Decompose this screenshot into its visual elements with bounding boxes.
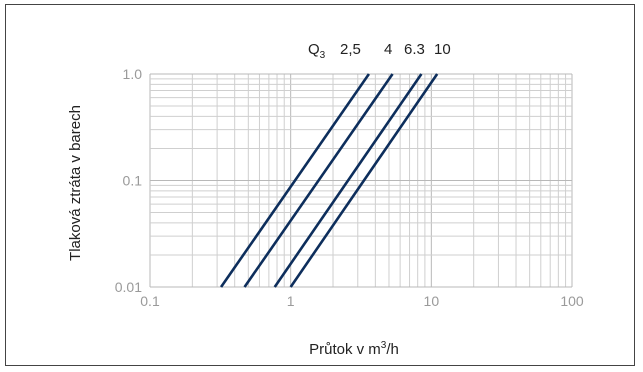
legend-entry: 6.3 — [404, 41, 425, 58]
legend-entry: 2,5 — [340, 41, 361, 58]
legend: Q3 2,5 4 6.3 10 — [308, 41, 451, 61]
x-axis-label: Průtok v m3/h — [309, 340, 399, 358]
x-axis-label-main: Průtok v m — [309, 341, 381, 358]
legend-prefix: Q3 — [308, 41, 326, 61]
series-line-1 — [219, 73, 370, 288]
grid — [149, 73, 573, 288]
x-axis-label-tail: /h — [386, 341, 399, 358]
y-axis-label: Tlaková ztráta v barech — [67, 105, 84, 261]
series-line-3 — [273, 73, 423, 288]
legend-entry: 4 — [384, 41, 392, 58]
series-line-2 — [243, 73, 394, 288]
x-tick-label: 100 — [560, 293, 584, 309]
x-tick-label: 10 — [424, 293, 440, 309]
x-tick-label: 0.1 — [140, 293, 160, 309]
series-line-4 — [289, 73, 439, 288]
y-tick-label: 0.1 — [123, 173, 143, 189]
y-tick-label: 0.01 — [115, 279, 142, 295]
legend-entry: 10 — [434, 41, 451, 58]
y-tick-label: 1.0 — [123, 66, 143, 82]
legend-prefix-sub: 3 — [320, 50, 326, 61]
x-axis-label-sup: 3 — [381, 340, 387, 351]
x-tick-label: 1 — [287, 293, 295, 309]
series-lines — [219, 73, 439, 288]
